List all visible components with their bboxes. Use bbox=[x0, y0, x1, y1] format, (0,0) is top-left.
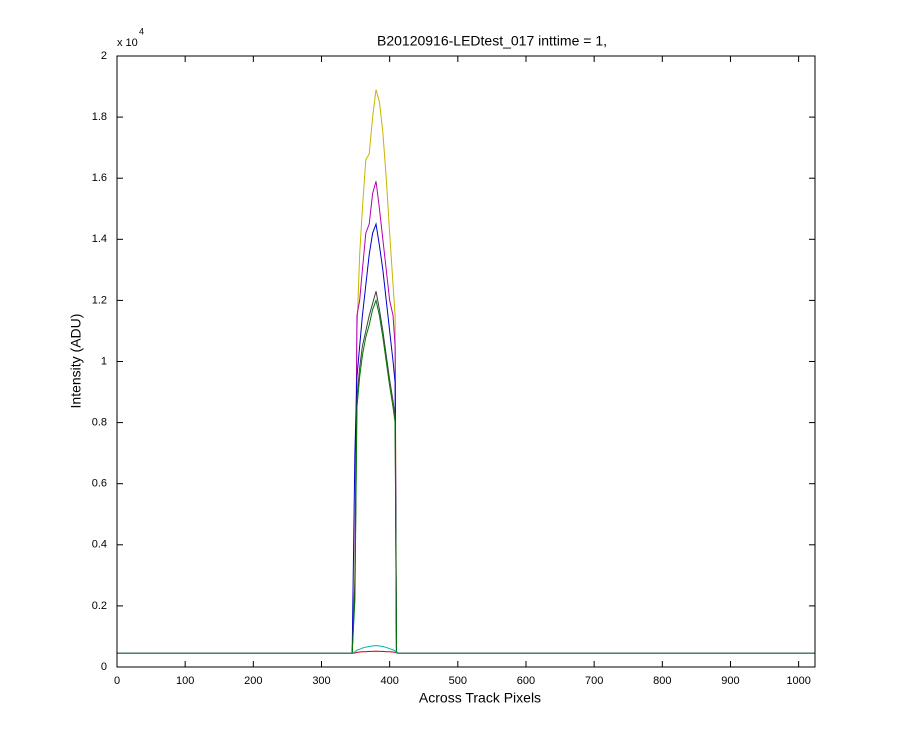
y-tick-label: 0.2 bbox=[92, 600, 107, 612]
y-tick-label: 1.8 bbox=[92, 111, 107, 123]
x-tick-label: 800 bbox=[653, 675, 671, 687]
series-line bbox=[117, 645, 815, 654]
x-tick-label: 0 bbox=[114, 675, 120, 687]
x-axis-label: Across Track Pixels bbox=[419, 690, 541, 706]
x-tick-label: 900 bbox=[721, 675, 739, 687]
y-tick-label: 0.8 bbox=[92, 417, 107, 429]
y-tick-label: 1.6 bbox=[92, 172, 107, 184]
x-tick-label: 1000 bbox=[786, 675, 810, 687]
y-tick-label: 0.4 bbox=[92, 539, 107, 551]
x-tick-label: 100 bbox=[176, 675, 194, 687]
y-tick-label: 2 bbox=[101, 50, 107, 62]
y-axis-label: Intensity (ADU) bbox=[68, 314, 84, 409]
x-tick-label: 400 bbox=[380, 675, 398, 687]
x-tick-label: 700 bbox=[585, 675, 603, 687]
y-tick-label: 1 bbox=[101, 355, 107, 367]
x-tick-label: 600 bbox=[517, 675, 535, 687]
x-tick-label: 300 bbox=[312, 675, 330, 687]
y-tick-label: 1.2 bbox=[92, 294, 107, 306]
x-tick-label: 200 bbox=[244, 675, 262, 687]
chart-title: B20120916-LEDtest_017 inttime = 1, bbox=[377, 33, 607, 49]
y-scale-label: x 10 bbox=[117, 37, 138, 49]
y-tick-label: 1.4 bbox=[92, 233, 107, 245]
y-scale-exponent: 4 bbox=[139, 26, 144, 36]
plot-frame bbox=[116, 55, 816, 668]
y-tick-label: 0 bbox=[101, 661, 107, 673]
x-tick-label: 500 bbox=[449, 675, 467, 687]
y-tick-label: 0.6 bbox=[92, 478, 107, 490]
